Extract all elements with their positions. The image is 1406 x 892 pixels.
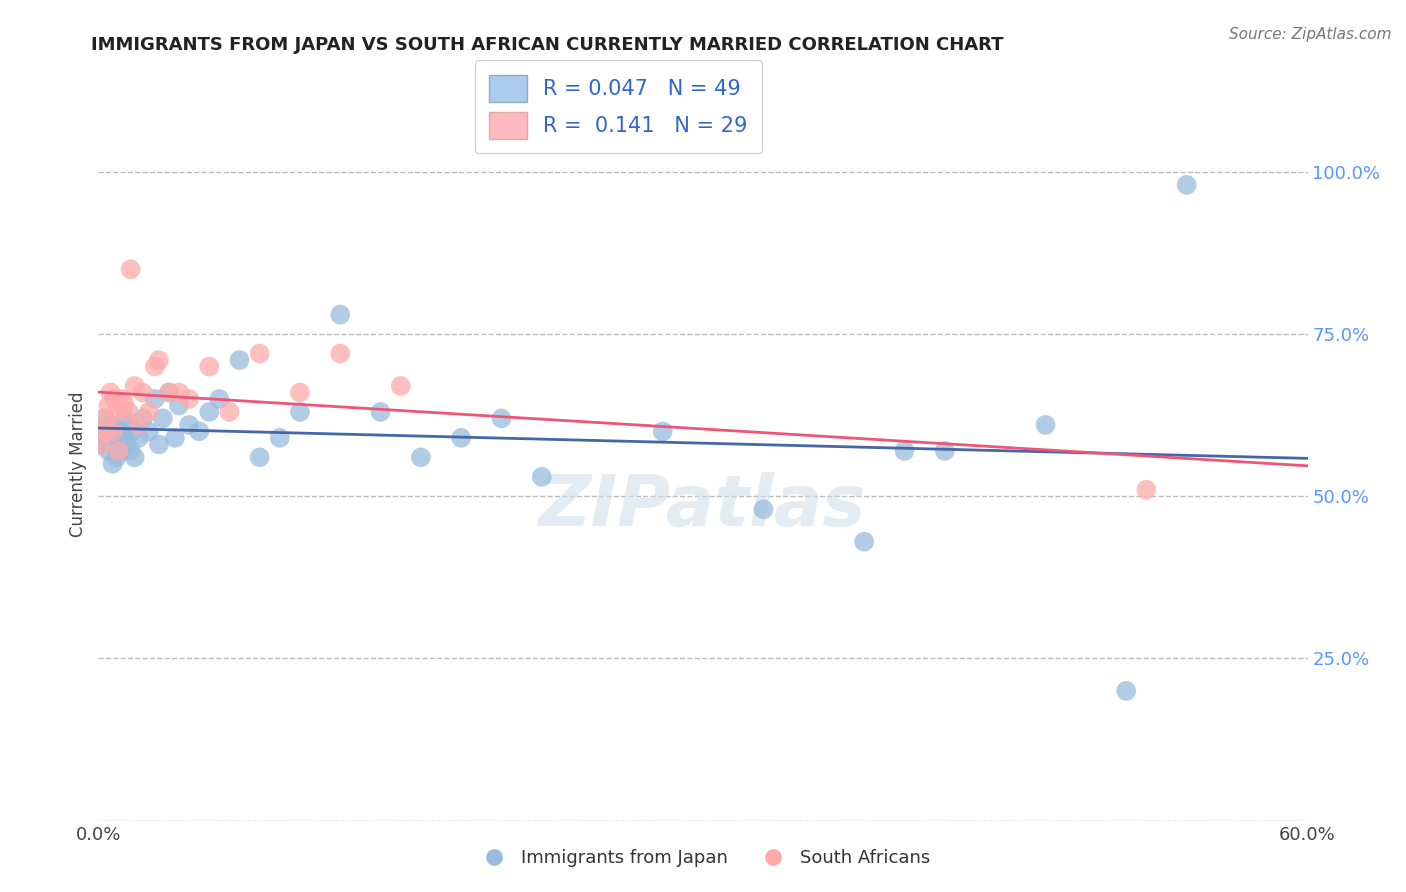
Point (530, 470, 553, 484)
Point (93, 411, 115, 425)
Point (100, 417, 122, 432)
Point (107, 443, 129, 458)
Point (114, 399, 136, 413)
Point (111, 392, 134, 406)
Point (97, 443, 120, 458)
Point (651, 425, 673, 439)
Point (118, 405, 141, 419)
Point (96, 431, 118, 445)
Point (110, 443, 132, 458)
Point (120, 443, 142, 458)
Point (269, 431, 291, 445)
Text: IMMIGRANTS FROM JAPAN VS SOUTH AFRICAN CURRENTLY MARRIED CORRELATION CHART: IMMIGRANTS FROM JAPAN VS SOUTH AFRICAN C… (91, 36, 1004, 54)
Point (100, 385, 122, 400)
Point (179, 417, 201, 432)
Point (249, 346, 271, 360)
Point (114, 411, 136, 425)
Point (450, 431, 472, 445)
Text: Source: ZipAtlas.com: Source: ZipAtlas.com (1229, 27, 1392, 42)
Point (1175, 178, 1198, 192)
Point (143, 392, 166, 406)
Point (93, 411, 115, 425)
Point (893, 443, 915, 458)
Point (96, 425, 118, 439)
Point (167, 399, 190, 413)
Text: ZIPatlas: ZIPatlas (540, 472, 866, 541)
Point (89, 437, 111, 451)
Point (370, 405, 392, 419)
Point (115, 437, 138, 451)
Point (208, 392, 231, 406)
Point (132, 411, 155, 425)
Point (101, 425, 124, 439)
Point (163, 431, 186, 445)
Point (97, 399, 120, 413)
Point (934, 443, 956, 458)
Point (1115, 684, 1137, 698)
Point (329, 308, 352, 322)
Point (179, 392, 201, 406)
Point (143, 359, 166, 374)
Point (148, 353, 170, 368)
Point (105, 405, 128, 419)
Point (107, 425, 129, 439)
Point (1035, 417, 1057, 432)
Point (138, 405, 160, 419)
Point (188, 425, 211, 439)
Point (409, 450, 432, 465)
Point (157, 385, 180, 400)
Point (120, 262, 142, 277)
Point (853, 534, 876, 549)
Point (138, 425, 160, 439)
Point (198, 359, 221, 374)
Point (105, 450, 128, 465)
Point (167, 385, 190, 400)
Point (1135, 483, 1157, 497)
Point (491, 411, 513, 425)
Point (124, 379, 146, 393)
Point (148, 437, 170, 451)
Point (329, 346, 352, 360)
Point (121, 425, 143, 439)
Point (103, 392, 125, 406)
Y-axis label: Currently Married: Currently Married (69, 391, 87, 537)
Point (132, 385, 155, 400)
Point (152, 411, 174, 425)
Point (111, 431, 134, 445)
Point (128, 431, 150, 445)
Legend: R = 0.047   N = 49, R =  0.141   N = 29: R = 0.047 N = 49, R = 0.141 N = 29 (474, 61, 762, 153)
Point (118, 417, 141, 432)
Point (89, 437, 111, 451)
Point (288, 385, 311, 400)
Point (101, 457, 124, 471)
Point (91, 425, 114, 439)
Point (128, 417, 150, 432)
Legend: Immigrants from Japan, South Africans: Immigrants from Japan, South Africans (468, 842, 938, 874)
Point (249, 450, 271, 465)
Point (288, 405, 311, 419)
Point (389, 379, 412, 393)
Point (198, 405, 221, 419)
Point (752, 502, 775, 516)
Point (228, 353, 250, 368)
Point (218, 405, 240, 419)
Point (103, 437, 125, 451)
Point (157, 385, 180, 400)
Point (124, 450, 146, 465)
